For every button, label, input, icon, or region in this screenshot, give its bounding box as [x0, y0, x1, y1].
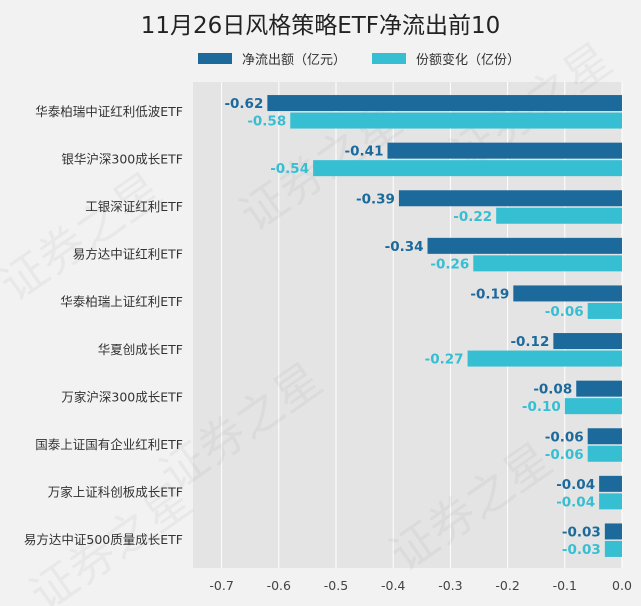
- bar-outflow: [599, 475, 622, 492]
- bar-share-change: [467, 350, 622, 367]
- x-tick-label: -0.4: [381, 578, 405, 593]
- data-label-share-change: -0.10: [522, 399, 561, 415]
- bar-outflow: [267, 95, 622, 112]
- bar-outflow: [604, 523, 622, 540]
- category-label: 国泰上证国有企业红利ETF: [35, 437, 183, 452]
- data-label-outflow: -0.08: [533, 382, 572, 398]
- legend-item-outflow: 净流出额（亿元）: [198, 49, 346, 68]
- legend-label-outflow: 净流出额（亿元）: [242, 52, 347, 68]
- bar-share-change: [473, 255, 622, 272]
- data-label-outflow: -0.03: [562, 524, 601, 540]
- data-label-share-change: -0.27: [425, 352, 464, 368]
- bar-outflow: [576, 380, 622, 397]
- bar-share-change: [604, 540, 622, 557]
- bar-share-change: [313, 160, 622, 177]
- category-label: 华泰柏瑞上证红利ETF: [60, 294, 183, 309]
- legend-item-share-change: 份额变化（亿份）: [372, 49, 520, 68]
- data-label-share-change: -0.58: [247, 114, 286, 130]
- x-tick-label: -0.1: [553, 578, 577, 593]
- legend-swatch-outflow: [198, 52, 232, 64]
- bar-share-change: [587, 445, 622, 462]
- bar-share-change: [587, 302, 622, 319]
- bar-outflow: [553, 333, 622, 350]
- bar-outflow: [587, 428, 622, 445]
- category-label: 华泰柏瑞中证红利低波ETF: [35, 104, 183, 119]
- category-label: 华夏创成长ETF: [98, 342, 183, 357]
- bar-outflow: [398, 190, 622, 207]
- category-label: 万家沪深300成长ETF: [61, 389, 183, 404]
- legend-swatch-share-change: [372, 52, 407, 64]
- data-label-outflow: -0.39: [356, 191, 395, 207]
- data-label-outflow: -0.04: [556, 477, 595, 493]
- bar-outflow: [427, 237, 622, 254]
- bar-share-change: [599, 493, 622, 510]
- data-label-share-change: -0.06: [545, 447, 584, 463]
- bar-outflow: [387, 142, 622, 159]
- bar-share-change: [564, 398, 622, 415]
- watermark-text: 证券之星: [0, 162, 172, 312]
- data-label-share-change: -0.54: [270, 161, 309, 177]
- data-label-outflow: -0.34: [385, 239, 424, 255]
- bar-share-change: [290, 112, 622, 129]
- x-tick-label: -0.7: [209, 578, 233, 593]
- x-tick-label: -0.5: [324, 578, 348, 593]
- data-label-outflow: -0.19: [470, 286, 509, 302]
- bar-share-change: [496, 207, 622, 224]
- data-label-outflow: -0.06: [545, 429, 584, 445]
- x-tick-label: -0.6: [267, 578, 291, 593]
- category-label: 工银深证红利ETF: [85, 199, 183, 214]
- legend: 净流出额（亿元） 份额变化（亿份）: [198, 48, 546, 68]
- category-label: 银华沪深300成长ETF: [61, 151, 183, 166]
- bar-outflow: [513, 285, 622, 302]
- category-label: 易方达中证红利ETF: [73, 247, 183, 262]
- category-label: 易方达中证500质量成长ETF: [24, 532, 183, 547]
- data-label-share-change: -0.04: [556, 494, 595, 510]
- x-tick-label: -0.2: [495, 578, 519, 593]
- data-label-share-change: -0.22: [453, 209, 492, 225]
- data-label-share-change: -0.26: [430, 256, 469, 272]
- legend-label-share-change: 份额变化（亿份）: [416, 52, 521, 68]
- category-label: 万家上证科创板成长ETF: [48, 485, 183, 500]
- x-tick-label: 0.0: [612, 578, 632, 593]
- data-label-share-change: -0.06: [545, 304, 584, 320]
- x-tick-label: -0.3: [438, 578, 462, 593]
- data-label-outflow: -0.41: [345, 144, 384, 160]
- data-label-share-change: -0.03: [562, 542, 601, 558]
- data-label-outflow: -0.62: [224, 96, 263, 112]
- chart-title: 11月26日风格策略ETF净流出前10: [140, 13, 501, 39]
- data-label-outflow: -0.12: [510, 334, 549, 350]
